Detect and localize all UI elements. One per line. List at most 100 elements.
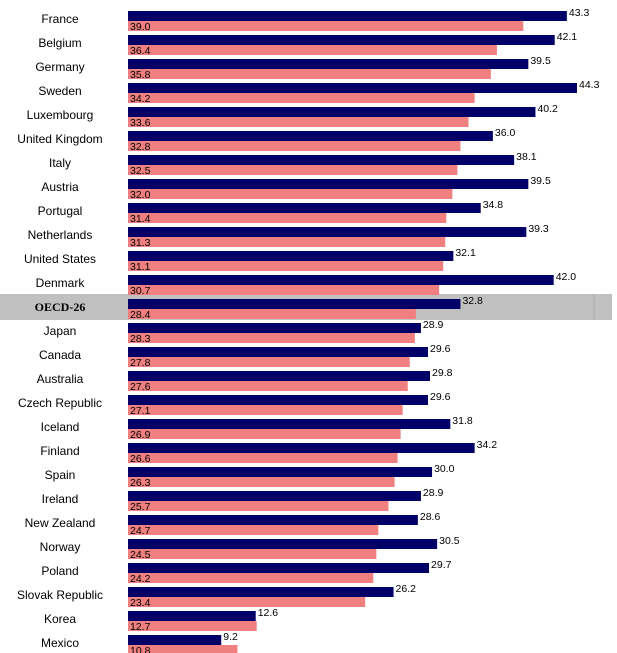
- data-label-series-1: 30.0: [434, 463, 455, 475]
- bar-series-2: [128, 93, 475, 103]
- data-label-series-1: 43.3: [569, 7, 590, 19]
- bar-series-2: [128, 261, 444, 271]
- category-label: Slovak Republic: [17, 588, 103, 602]
- bar-series-1: [128, 107, 536, 117]
- category-label: Finland: [40, 444, 79, 458]
- category-label: Ireland: [42, 492, 79, 506]
- category-label: Czech Republic: [18, 396, 102, 410]
- category-label: OECD-26: [35, 300, 86, 314]
- bar-series-2: [128, 333, 415, 343]
- data-label-series-2: 32.8: [130, 141, 151, 153]
- bar-series-1: [128, 491, 421, 501]
- category-label: New Zealand: [25, 516, 96, 530]
- data-label-series-2: 26.6: [130, 453, 151, 465]
- data-label-series-2: 28.4: [130, 309, 151, 321]
- data-label-series-2: 24.7: [130, 525, 151, 537]
- data-label-series-2: 26.3: [130, 477, 151, 489]
- data-label-series-1: 29.6: [430, 391, 451, 403]
- bar-series-2: [128, 309, 416, 319]
- bar-series-1: [128, 179, 529, 189]
- bar-series-1: [128, 611, 256, 621]
- data-label-series-1: 39.5: [530, 175, 551, 187]
- bar-series-2: [128, 645, 238, 653]
- bar-series-2: [128, 21, 524, 31]
- category-label: Italy: [49, 156, 71, 170]
- bar-series-1: [128, 587, 394, 597]
- data-label-series-1: 31.8: [452, 415, 473, 427]
- data-label-series-1: 39.3: [528, 223, 549, 235]
- data-label-series-1: 39.5: [530, 55, 551, 67]
- data-label-series-2: 30.7: [130, 285, 151, 297]
- category-label: Germany: [35, 60, 84, 74]
- data-label-series-1: 36.0: [495, 127, 516, 139]
- bar-series-1: [128, 563, 430, 573]
- bar-series-1: [128, 227, 527, 237]
- bar-series-2: [128, 189, 453, 199]
- bar-series-1: [128, 347, 429, 357]
- data-label-series-1: 42.0: [556, 271, 577, 283]
- category-label: Luxembourg: [27, 108, 94, 122]
- data-label-series-2: 26.9: [130, 429, 151, 441]
- data-label-series-2: 31.3: [130, 237, 151, 249]
- category-label: Austria: [41, 180, 79, 194]
- bar-series-2: [128, 357, 410, 367]
- data-label-series-2: 31.4: [130, 213, 151, 225]
- bar-series-2: [128, 285, 440, 295]
- bar-series-1: [128, 395, 429, 405]
- bar-series-1: [128, 467, 433, 477]
- bar-series-1: [128, 539, 438, 549]
- data-label-series-2: 35.8: [130, 69, 151, 81]
- bar-series-2: [128, 549, 377, 559]
- data-label-series-2: 39.0: [130, 21, 151, 33]
- data-label-series-1: 32.8: [462, 295, 483, 307]
- data-label-series-1: 42.1: [557, 31, 578, 43]
- data-label-series-2: 12.7: [130, 621, 151, 633]
- bar-series-2: [128, 141, 461, 151]
- bar-series-2: [128, 453, 398, 463]
- bar-series-1: [128, 275, 554, 285]
- bar-series-1: [128, 83, 577, 93]
- data-label-series-1: 44.3: [579, 79, 600, 91]
- bar-series-1: [128, 35, 555, 45]
- data-label-series-1: 30.5: [439, 535, 460, 547]
- category-label: Denmark: [36, 276, 86, 290]
- data-label-series-2: 27.8: [130, 357, 151, 369]
- data-label-series-1: 29.8: [432, 367, 453, 379]
- data-label-series-1: 9.2: [223, 631, 238, 643]
- data-label-series-2: 27.1: [130, 405, 151, 417]
- data-label-series-2: 25.7: [130, 501, 151, 513]
- data-label-series-1: 38.1: [516, 151, 537, 163]
- bar-series-1: [128, 59, 529, 69]
- bar-series-1: [128, 323, 421, 333]
- bar-series-2: [128, 621, 257, 631]
- category-label: France: [41, 12, 79, 26]
- category-label: Iceland: [41, 420, 80, 434]
- bar-series-1: [128, 443, 475, 453]
- category-label: Japan: [44, 324, 77, 338]
- data-label-series-1: 29.7: [431, 559, 452, 571]
- data-label-series-1: 26.2: [396, 583, 417, 595]
- data-label-series-1: 28.9: [423, 487, 444, 499]
- bar-series-1: [128, 515, 418, 525]
- category-label: Korea: [44, 612, 76, 626]
- category-label: Portugal: [38, 204, 83, 218]
- category-label: Sweden: [38, 84, 81, 98]
- bar-series-2: [128, 597, 366, 607]
- bar-series-1: [128, 299, 461, 309]
- bar-series-1: [128, 419, 451, 429]
- data-label-series-1: 34.8: [483, 199, 504, 211]
- data-label-series-2: 23.4: [130, 597, 151, 609]
- bar-series-2: [128, 237, 446, 247]
- bar-series-1: [128, 131, 493, 141]
- category-label: Netherlands: [28, 228, 93, 242]
- bar-series-2: [128, 45, 497, 55]
- bar-series-2: [128, 405, 403, 415]
- bar-series-2: [128, 573, 374, 583]
- bar-series-1: [128, 155, 515, 165]
- category-label: Australia: [37, 372, 84, 386]
- category-label: Spain: [45, 468, 76, 482]
- data-label-series-2: 28.3: [130, 333, 151, 345]
- category-label: Belgium: [38, 36, 81, 50]
- data-label-series-1: 28.6: [420, 511, 441, 523]
- data-label-series-2: 31.1: [130, 261, 151, 273]
